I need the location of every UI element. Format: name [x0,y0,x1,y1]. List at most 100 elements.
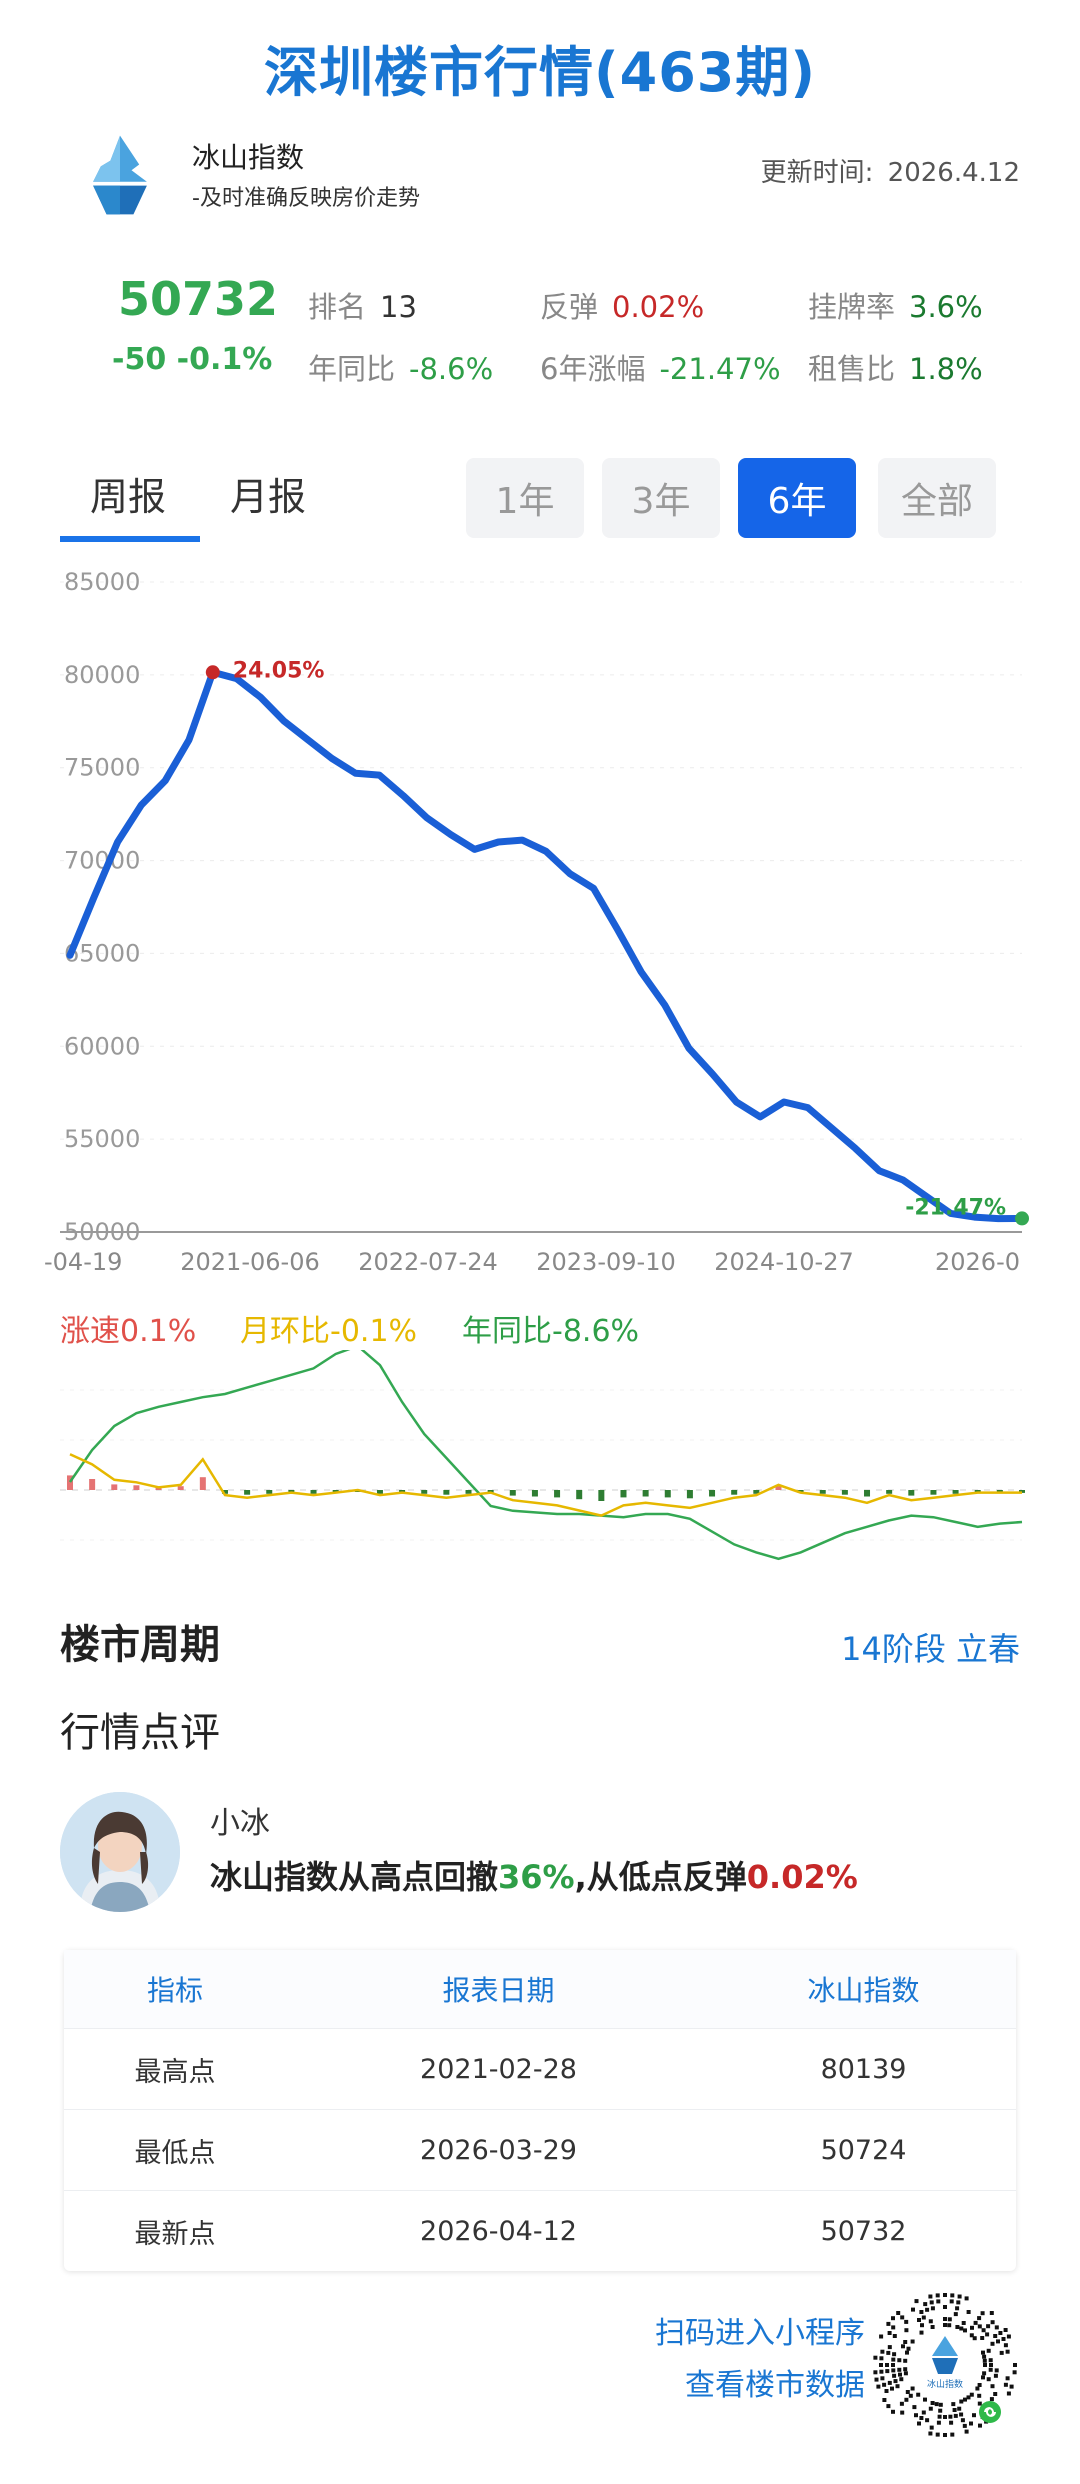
x-tick-label: 2022-07-24 [358,1248,497,1276]
qr-module [904,2328,909,2333]
speed-bar [864,1490,871,1497]
qr-module [887,2380,892,2385]
tab-monthly[interactable]: 月报 [230,475,307,519]
qr-module [949,2299,954,2304]
data-point [282,719,287,724]
stat-rank-value: 13 [380,290,417,324]
qr-module [884,2389,889,2393]
data-point [377,773,382,778]
table-header-row: 指标 报表日期 冰山指数 [64,1950,1016,2029]
data-point [734,1100,739,1104]
qr-module [903,2367,908,2372]
y-tick-label: 85000 [64,568,140,596]
qr-module [943,2305,947,2309]
qr-module [928,2406,933,2411]
data-point [234,676,239,681]
qr-module [904,2397,909,2402]
qr-module [978,2423,982,2428]
qr-module [929,2300,934,2305]
table-cell: 50724 [711,2109,1016,2191]
data-point [163,778,168,783]
max-point-label: 24.05% [233,658,325,683]
y-tick-label: 55000 [64,1125,140,1153]
speed-bar [952,1490,959,1494]
qr-module [916,2392,921,2397]
qr-module [999,2350,1004,2355]
qr-module [953,2413,958,2418]
qr-module [969,2392,974,2397]
footer-line-2[interactable]: 查看楼市数据 [685,2368,865,2403]
stat-rebound: 反弹 0.02% [540,284,704,326]
review-rebound: 0.02% [746,1858,858,1896]
table-row: 最高点 2021-02-28 80139 [64,2028,1016,2110]
speed-bar [199,1477,206,1490]
qr-module [994,2368,999,2373]
table-header: 报表日期 [285,1950,712,2029]
range-3y-button[interactable]: 3年 [602,458,720,538]
data-point [996,1216,1001,1221]
tab-weekly[interactable]: 周报 [90,475,167,519]
qr-module [963,2328,967,2333]
end-point-label: -21.47% [905,1195,1006,1220]
mini-program-qr-code-icon[interactable]: 冰山指数 [870,2290,1020,2440]
qr-module [903,2340,908,2344]
qr-module [892,2334,897,2338]
qr-module [966,2395,971,2400]
table-cell: 2021-02-28 [285,2028,712,2110]
end-point-marker [1015,1211,1029,1226]
stat-rank: 排名 13 [308,284,417,326]
qr-module [985,2332,990,2337]
range-1y-button[interactable]: 1年 [466,458,584,538]
speed-bar [642,1490,649,1497]
qr-module [920,2323,924,2328]
qr-module [990,2320,995,2325]
qr-module [1012,2370,1017,2375]
data-point [853,1146,858,1151]
qr-module [949,2420,954,2425]
qr-module [989,2311,994,2315]
speed-bar [620,1490,627,1498]
data-point [710,1072,715,1077]
avatar [60,1792,180,1912]
qr-module [882,2398,887,2402]
qr-module [951,2402,956,2407]
data-point [591,886,596,891]
qr-module [961,2321,966,2325]
update-date: 2026.4.12 [887,158,1020,188]
stat-rebound-label: 反弹 [540,290,599,324]
qr-module [919,2416,924,2420]
speed-bar [908,1490,915,1496]
review-text: 冰山指数从高点回撤36%,从低点反弹0.02% [210,1852,858,1898]
main-chart: 8500080000750007000065000600005500050000… [44,568,1029,1276]
qr-module [964,2296,969,2301]
sub-legend-speed: 涨速0.1% [60,1314,197,1349]
qr-module [895,2384,900,2389]
qr-module [885,2369,890,2374]
qr-module [936,2299,941,2304]
qr-module [947,2317,952,2322]
cycle-stage-link[interactable]: 14阶段 立春 [841,1630,1020,1668]
stat-yoy-label: 年同比 [308,352,396,386]
speed-bar [531,1490,538,1497]
speed-bar [509,1490,516,1496]
tab-active-indicator [60,536,200,542]
qr-module [917,2421,921,2426]
qr-module [904,2319,909,2324]
qr-module [925,2418,930,2423]
footer-line-1[interactable]: 扫码进入小程序 [655,2316,865,2351]
qr-module [996,2339,1000,2344]
qr-module [959,2326,964,2331]
qr-module [896,2311,901,2315]
range-6y-button[interactable]: 6年 [738,458,856,538]
qr-module [993,2392,998,2396]
qr-module [972,2336,977,2341]
range-all-button[interactable]: 全部 [878,458,996,538]
speed-bar [664,1490,671,1498]
speed-bar [111,1484,118,1490]
speed-bar [775,1486,782,1490]
data-point [68,953,72,958]
table-header: 指标 [64,1950,286,2029]
speed-bar [221,1490,228,1494]
qr-module [879,2369,884,2374]
data-point [91,895,96,900]
